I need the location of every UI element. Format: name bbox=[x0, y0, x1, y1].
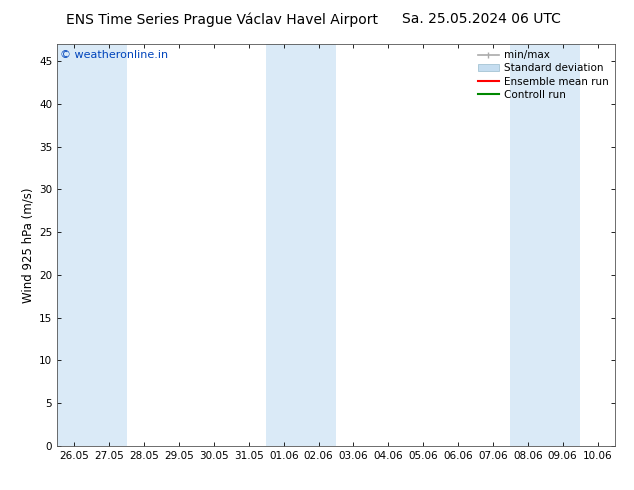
Text: © weatheronline.in: © weatheronline.in bbox=[60, 50, 168, 60]
Text: ENS Time Series Prague Václav Havel Airport: ENS Time Series Prague Václav Havel Airp… bbox=[66, 12, 378, 27]
Bar bbox=[57, 44, 127, 446]
Bar bbox=[510, 44, 580, 446]
Text: Sa. 25.05.2024 06 UTC: Sa. 25.05.2024 06 UTC bbox=[403, 12, 561, 26]
Y-axis label: Wind 925 hPa (m/s): Wind 925 hPa (m/s) bbox=[22, 187, 35, 303]
Legend: min/max, Standard deviation, Ensemble mean run, Controll run: min/max, Standard deviation, Ensemble me… bbox=[474, 46, 613, 104]
Bar bbox=[266, 44, 336, 446]
